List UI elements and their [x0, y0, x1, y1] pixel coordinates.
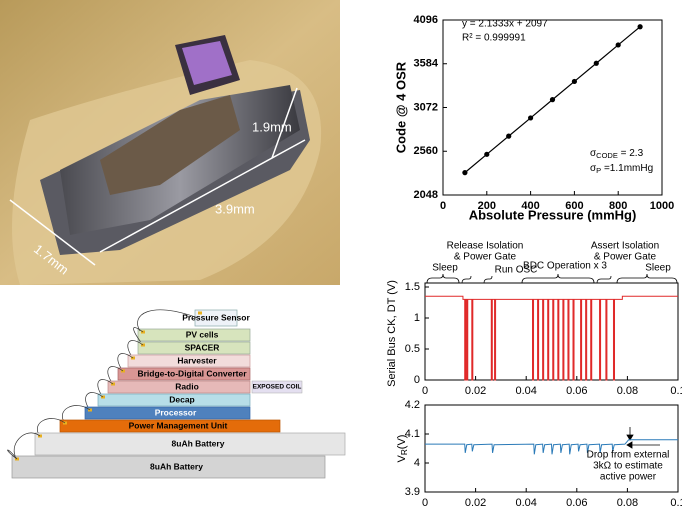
x-tick-label: 0.04	[515, 497, 536, 508]
layer-label: Radio	[175, 381, 199, 391]
annotation: Assert Isolation	[591, 241, 659, 252]
point	[550, 97, 555, 102]
annotation-rest: = 2.3	[618, 148, 644, 159]
y-tick-label: 4.2	[405, 399, 420, 411]
annotation: σCODE = 2.3	[590, 148, 644, 160]
point	[572, 79, 577, 84]
brace	[597, 276, 611, 283]
point	[506, 134, 511, 139]
y-tick-label: 0.5	[405, 343, 420, 355]
brace	[484, 276, 492, 283]
layer-label: PV cells	[186, 329, 219, 339]
y-axis-label: VR(V)	[396, 435, 409, 463]
y-axis-label: Code @ 4 OSR	[393, 61, 408, 153]
brace	[617, 274, 677, 283]
x-tick-label: 0.1	[670, 385, 682, 397]
layer-label: 8uAh Battery	[150, 461, 203, 471]
y-axis-label-rest: (V)	[396, 435, 408, 450]
annotation: Release Isolation	[447, 241, 524, 252]
layer-label: Power Management Unit	[129, 420, 228, 430]
point	[462, 170, 467, 175]
layer-label: Processor	[155, 407, 197, 417]
point	[638, 24, 643, 29]
x-tick-label: 0	[422, 497, 428, 508]
point	[594, 61, 599, 66]
annotation: Drop from external	[587, 450, 670, 461]
layer-label: 8uAh Battery	[172, 438, 225, 448]
point	[484, 152, 489, 157]
arrow-head	[627, 435, 633, 440]
figure: 1.9mm 3.9mm 1.7mm Pressure Sensor PV cell…	[0, 0, 682, 508]
y-axis-label: Serial Bus CK, DT (V)	[386, 280, 398, 387]
point	[528, 115, 533, 120]
annotation-sub: CODE	[596, 151, 618, 160]
y-tick-label: 1.5	[405, 281, 420, 293]
series-line	[425, 296, 678, 380]
drop-arrows	[627, 427, 660, 448]
annotation: Sleep	[645, 263, 671, 274]
annotation: 3kΩ to estimate	[593, 461, 663, 472]
y-tick-label: 3072	[414, 101, 438, 113]
y-tick-label: 1	[414, 312, 420, 324]
layer-label: Decap	[169, 394, 195, 404]
x-tick-label: 0.04	[515, 385, 536, 397]
annotation-rest: =1.1mmHg	[601, 163, 653, 174]
annotation: σP =1.1mmHg	[590, 163, 653, 175]
arrow-head	[627, 442, 632, 448]
x-tick-label: 0	[440, 200, 446, 212]
layer-label: Pressure Sensor	[182, 312, 250, 322]
x-tick-label: 1000	[650, 200, 674, 212]
annotation: & Power Gate	[454, 252, 517, 263]
x-tick-label: 0.1	[670, 497, 682, 508]
x-tick-label: 0.06	[566, 385, 587, 397]
x-tick-label: 0.08	[617, 385, 638, 397]
y-tick-label: 4096	[414, 14, 438, 26]
annotation: & Power Gate	[594, 252, 657, 263]
coil-label: EXPOSED COIL	[253, 384, 302, 391]
photo: 1.9mm 3.9mm 1.7mm	[0, 0, 340, 285]
x-tick-label: 0.08	[617, 497, 638, 508]
layer-label: Bridge-to-Digital Converter	[137, 368, 247, 378]
y-tick-label: 3.9	[405, 486, 420, 498]
dimension-label: 1.9mm	[252, 119, 292, 134]
brace	[462, 276, 471, 283]
layer-label: Harvester	[177, 355, 217, 365]
x-axis-label: Absolute Pressure (mmHg)	[469, 207, 637, 222]
layer-label: SPACER	[185, 342, 220, 352]
x-tick-label: 0.06	[566, 497, 587, 508]
y-tick-label: 2048	[414, 189, 438, 201]
phase-braces	[427, 274, 677, 283]
y-tick-label: 3584	[414, 58, 439, 70]
point	[616, 42, 621, 47]
x-tick-label: 0.02	[465, 497, 486, 508]
annotation: R² = 0.999991	[462, 33, 526, 44]
x-tick-label: 0	[422, 385, 428, 397]
x-tick-label: 0.02	[465, 385, 486, 397]
brace	[427, 274, 459, 283]
dimension-label: 3.9mm	[215, 201, 255, 216]
page: 1.9mm 3.9mm 1.7mm Pressure Sensor PV cell…	[0, 0, 682, 508]
y-tick-label: 0	[414, 374, 420, 386]
annotation: y = 2.1333x + 2097	[462, 19, 548, 30]
annotation: active power	[600, 472, 657, 483]
annotation: Sleep	[432, 263, 458, 274]
y-tick-label: 4	[414, 457, 420, 469]
y-tick-label: 2560	[414, 145, 438, 157]
